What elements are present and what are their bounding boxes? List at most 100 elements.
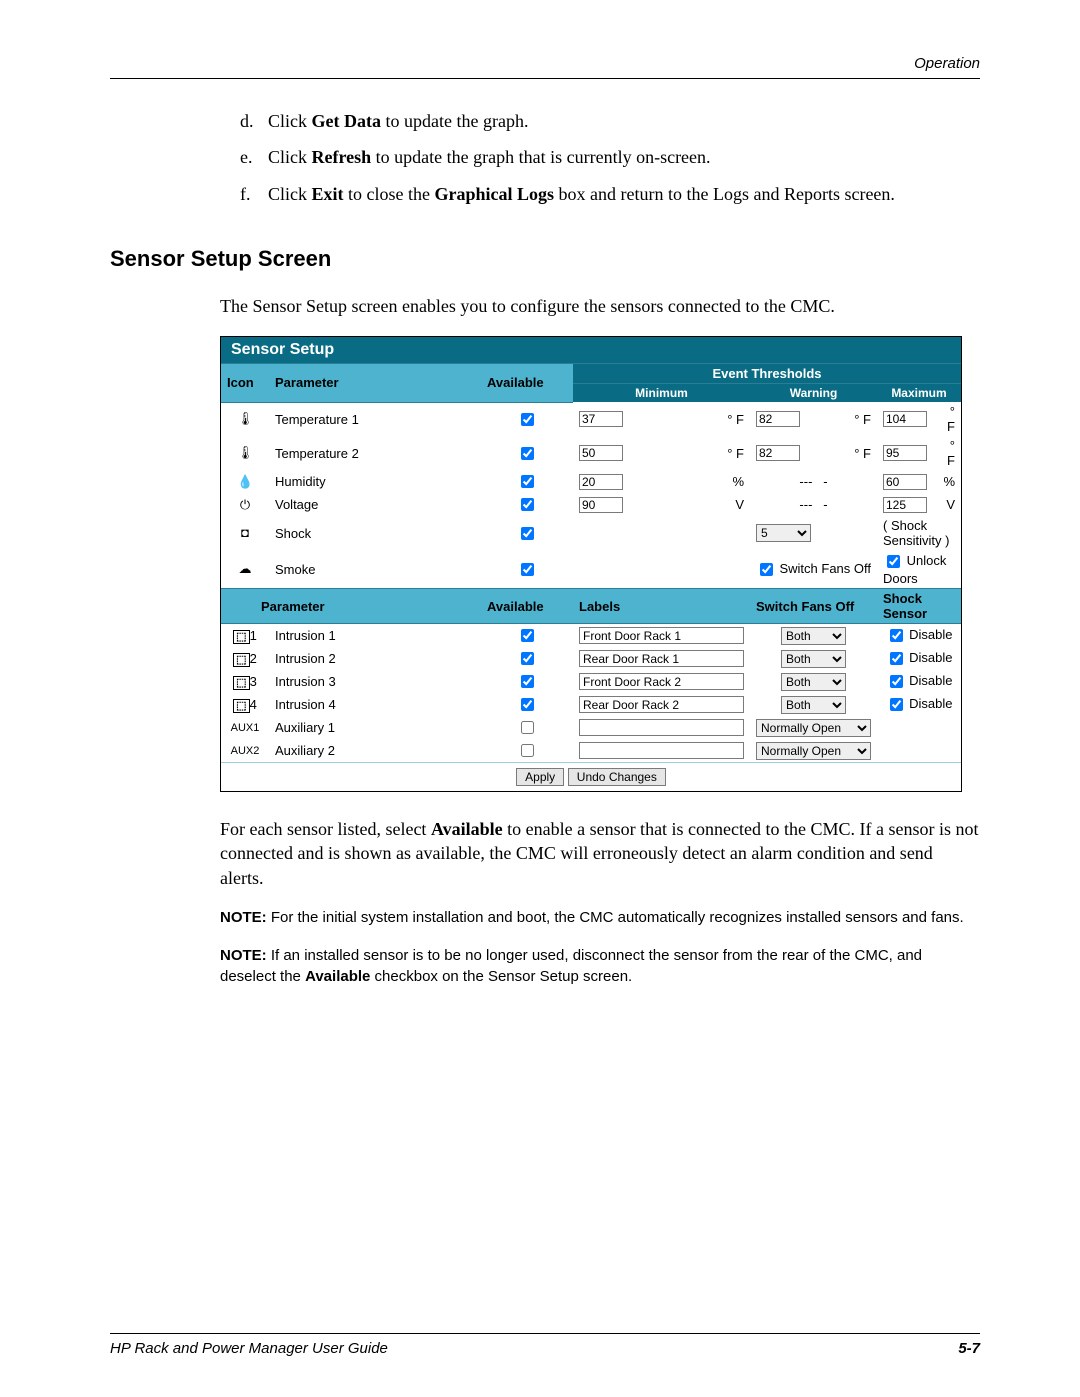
sensor-setup-panel: Sensor Setup Icon Parameter Available Ev…	[220, 336, 962, 792]
available-checkbox[interactable]	[521, 652, 534, 665]
col2-available: Available	[481, 589, 573, 624]
aux-code: AUX1	[221, 716, 269, 739]
shock-row: ◘ Shock 5 ( Shock Sensitivity )	[221, 516, 961, 550]
warning-input[interactable]	[756, 445, 800, 461]
available-checkbox[interactable]	[521, 721, 534, 734]
shock-name: Shock	[269, 516, 481, 550]
shock-disable-label: Disable	[909, 627, 952, 642]
hum-icon: 💧	[237, 474, 253, 490]
maximum-unit: ° F	[936, 436, 961, 470]
intrusion-row: ⬚3Intrusion 3Both Disable	[221, 670, 961, 693]
available-checkbox[interactable]	[521, 447, 534, 460]
intro-paragraph: The Sensor Setup screen enables you to c…	[220, 294, 980, 318]
maximum-input[interactable]	[883, 474, 927, 490]
available-checkbox[interactable]	[521, 698, 534, 711]
aux-mode-select[interactable]: Normally Open	[756, 719, 871, 737]
switch-fans-select[interactable]: Both	[781, 696, 846, 714]
instruction-text: Click Get Data to update the graph.	[268, 109, 980, 133]
col-thresholds: Event Thresholds	[573, 364, 961, 384]
minimum-input[interactable]	[579, 474, 623, 490]
label-input[interactable]	[579, 742, 744, 759]
smoke-fansoff-checkbox[interactable]	[760, 563, 773, 576]
instruction-letter: f.	[240, 182, 268, 206]
smoke-row: ☁ Smoke Switch Fans Off Unlock Doors	[221, 550, 961, 589]
shock-disable-label: Disable	[909, 696, 952, 711]
instruction-letter: e.	[240, 145, 268, 169]
door-icon: ⬚	[233, 676, 249, 690]
header-rule	[110, 78, 980, 79]
shock-disable-checkbox[interactable]	[890, 675, 903, 688]
footer-title: HP Rack and Power Manager User Guide	[110, 1340, 388, 1357]
minimum-unit: ° F	[690, 402, 750, 436]
intrusion-row: ⬚2Intrusion 2Both Disable	[221, 647, 961, 670]
shock-icon: ◘	[237, 525, 253, 541]
smoke-available-checkbox[interactable]	[521, 563, 534, 576]
minimum-input[interactable]	[579, 497, 623, 513]
maximum-input[interactable]	[883, 445, 927, 461]
maximum-input[interactable]	[883, 411, 927, 427]
aux-row: AUX1Auxiliary 1Normally Open	[221, 716, 961, 739]
available-checkbox[interactable]	[521, 675, 534, 688]
minimum-unit: V	[690, 493, 750, 516]
maximum-unit: %	[936, 470, 961, 493]
shock-disable-checkbox[interactable]	[890, 652, 903, 665]
col-parameter: Parameter	[269, 364, 481, 403]
maximum-input[interactable]	[883, 497, 927, 513]
apply-button[interactable]: Apply	[516, 768, 564, 786]
sensor-row: 🌡Temperature 2° F° F° F	[221, 436, 961, 470]
minimum-unit: %	[690, 470, 750, 493]
sensor-name: Temperature 1	[269, 402, 481, 436]
label-input[interactable]	[579, 650, 744, 667]
door-icon: ⬚	[233, 699, 249, 713]
warning-na: --- -	[750, 493, 877, 516]
label-input[interactable]	[579, 627, 744, 644]
col2-shock: Shock Sensor	[877, 589, 961, 624]
smoke-fansoff-label: Switch Fans Off	[779, 561, 871, 576]
shock-disable-label: Disable	[909, 650, 952, 665]
shock-available-checkbox[interactable]	[521, 527, 534, 540]
footer-page: 5-7	[958, 1340, 980, 1357]
shock-disable-checkbox[interactable]	[890, 698, 903, 711]
aux-name: Auxiliary 2	[269, 739, 481, 763]
aux-code: AUX2	[221, 739, 269, 763]
instruction-text: Click Exit to close the Graphical Logs b…	[268, 182, 980, 206]
panel-title: Sensor Setup	[221, 337, 961, 363]
shock-disable-checkbox[interactable]	[890, 629, 903, 642]
sensor-row: 🌡Temperature 1° F° F° F	[221, 402, 961, 436]
note-1: NOTE: For the initial system installatio…	[220, 908, 980, 928]
switch-fans-select[interactable]: Both	[781, 650, 846, 668]
switch-fans-select[interactable]: Both	[781, 627, 846, 645]
shock-sensitivity-label: ( Shock Sensitivity )	[877, 516, 961, 550]
aux-mode-select[interactable]: Normally Open	[756, 742, 871, 760]
smoke-icon: ☁	[237, 561, 253, 577]
available-checkbox[interactable]	[521, 629, 534, 642]
available-checkbox[interactable]	[521, 498, 534, 511]
intrusion-row: ⬚4Intrusion 4Both Disable	[221, 693, 961, 716]
after-paragraph: For each sensor listed, select Available…	[220, 817, 980, 890]
minimum-input[interactable]	[579, 445, 623, 461]
available-checkbox[interactable]	[521, 475, 534, 488]
available-checkbox[interactable]	[521, 413, 534, 426]
label-input[interactable]	[579, 696, 744, 713]
sensor-name: Humidity	[269, 470, 481, 493]
section-heading: Sensor Setup Screen	[110, 246, 980, 272]
minimum-input[interactable]	[579, 411, 623, 427]
smoke-unlock-checkbox[interactable]	[887, 555, 900, 568]
maximum-unit: V	[936, 493, 961, 516]
available-checkbox[interactable]	[521, 744, 534, 757]
smoke-name: Smoke	[269, 550, 481, 589]
warning-input[interactable]	[756, 411, 800, 427]
instruction-letter: d.	[240, 109, 268, 133]
switch-fans-select[interactable]: Both	[781, 673, 846, 691]
intrusion-name: Intrusion 1	[269, 624, 481, 648]
instruction-text: Click Refresh to update the graph that i…	[268, 145, 980, 169]
sensor-row: ⏻VoltageV--- -V	[221, 493, 961, 516]
label-input[interactable]	[579, 719, 744, 736]
warning-unit: ° F	[834, 402, 877, 436]
sensor-row: 💧Humidity%--- -%	[221, 470, 961, 493]
label-input[interactable]	[579, 673, 744, 690]
shock-sensitivity-select[interactable]: 5	[756, 524, 811, 542]
col2-parameter: Parameter	[221, 589, 481, 624]
undo-button[interactable]: Undo Changes	[568, 768, 666, 786]
page-header-section: Operation	[110, 55, 980, 72]
